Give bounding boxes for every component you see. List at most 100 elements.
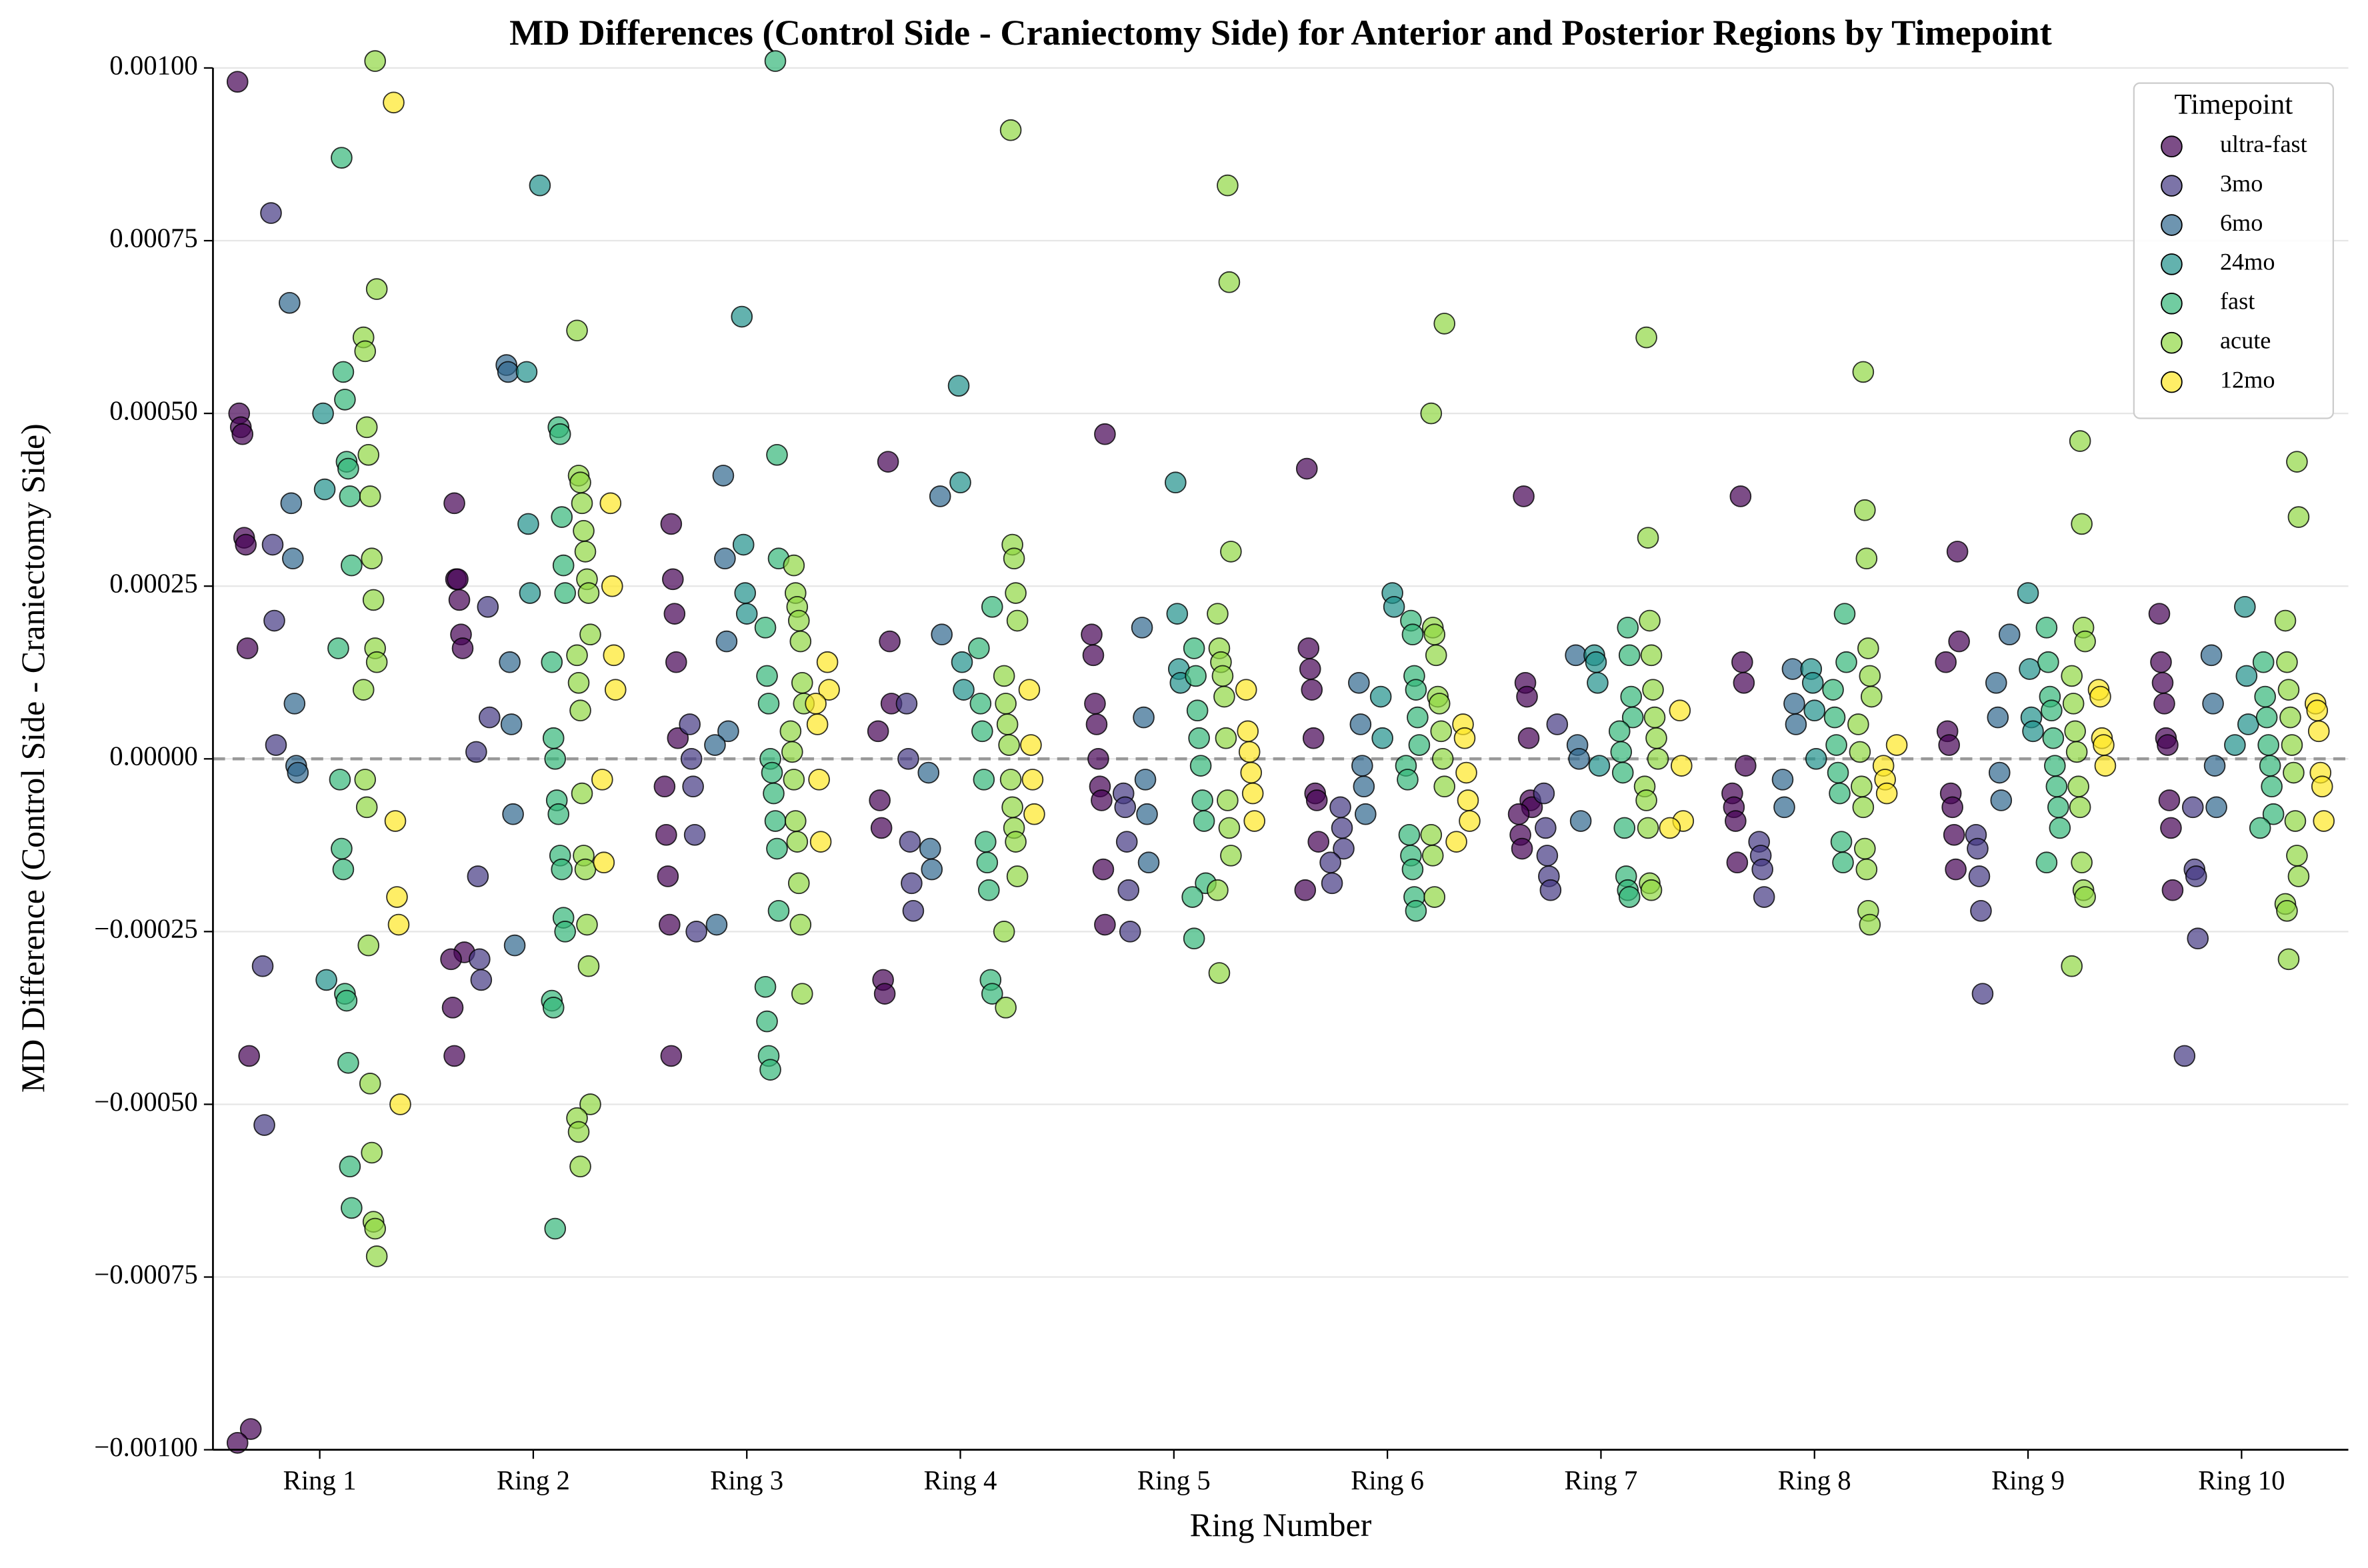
legend-title: Timepoint xyxy=(2174,89,2293,121)
point xyxy=(544,1217,567,1240)
point xyxy=(1087,747,1109,770)
point xyxy=(714,547,736,570)
point xyxy=(2249,817,2271,839)
point xyxy=(1423,886,1446,908)
point xyxy=(1117,879,1140,901)
point xyxy=(2259,755,2281,777)
point xyxy=(365,1245,388,1267)
point xyxy=(355,416,378,439)
point xyxy=(1985,671,2007,694)
point xyxy=(975,831,997,853)
point xyxy=(315,969,337,991)
point xyxy=(517,513,539,535)
x-tick-label: Ring 2 xyxy=(497,1465,570,1495)
y-tick-label: −0.00100 xyxy=(94,1432,197,1462)
y-tick-label: 0.00000 xyxy=(109,741,197,771)
point xyxy=(389,1093,411,1115)
point xyxy=(1305,789,1328,811)
point xyxy=(1637,817,1659,839)
point xyxy=(1183,927,1205,950)
point xyxy=(759,1059,781,1081)
point xyxy=(1536,845,1559,867)
grid xyxy=(213,67,2349,1451)
point xyxy=(976,851,999,874)
point xyxy=(867,720,889,743)
point xyxy=(335,989,358,1012)
point xyxy=(1642,679,1664,701)
y-tick-label: −0.00025 xyxy=(94,914,197,944)
point xyxy=(2150,651,2172,673)
point xyxy=(655,823,677,846)
point xyxy=(1207,879,1229,901)
point xyxy=(1018,679,1041,701)
point xyxy=(1299,658,1321,680)
point xyxy=(1987,706,2009,729)
point xyxy=(791,671,813,694)
point xyxy=(981,983,1003,1005)
legend-marker xyxy=(2161,331,2183,354)
point xyxy=(2234,595,2256,618)
point xyxy=(554,582,576,604)
point xyxy=(1023,803,1045,825)
point xyxy=(683,823,706,846)
point xyxy=(899,831,921,853)
point xyxy=(921,858,943,881)
point xyxy=(981,595,1003,618)
y-tick-label: −0.00050 xyxy=(94,1087,197,1117)
point xyxy=(1805,747,1827,770)
point xyxy=(1294,879,1317,901)
legend-marker xyxy=(2161,253,2183,275)
legend-label: acute xyxy=(2220,327,2271,354)
point xyxy=(1539,879,1562,901)
point xyxy=(766,837,788,860)
point xyxy=(947,375,970,397)
point xyxy=(477,595,499,618)
point xyxy=(332,858,355,881)
point xyxy=(2065,741,2088,763)
point xyxy=(1753,886,1775,908)
point xyxy=(680,747,703,770)
point xyxy=(2064,720,2086,743)
point xyxy=(1213,685,1235,708)
point xyxy=(2151,671,2174,694)
point xyxy=(253,1114,275,1136)
point xyxy=(2181,796,2204,819)
point xyxy=(1319,851,1341,874)
point xyxy=(731,305,753,328)
point xyxy=(591,769,613,791)
point xyxy=(339,485,361,507)
point xyxy=(1081,623,1103,646)
point xyxy=(352,679,375,701)
point xyxy=(1235,679,1257,701)
point xyxy=(715,630,738,653)
point xyxy=(2283,761,2305,784)
point xyxy=(1301,679,1323,701)
point xyxy=(1207,603,1229,625)
point xyxy=(579,623,601,646)
point xyxy=(1998,623,2021,646)
point xyxy=(679,713,701,735)
point xyxy=(470,969,493,991)
point xyxy=(902,899,925,922)
point xyxy=(2022,720,2044,743)
point xyxy=(929,485,951,507)
point xyxy=(808,769,830,791)
point xyxy=(1383,595,1405,618)
y-tick-label: 0.00075 xyxy=(109,223,197,253)
point xyxy=(1433,775,1455,798)
point xyxy=(1733,671,1755,694)
point xyxy=(1165,471,1187,494)
point xyxy=(1859,665,1881,687)
point xyxy=(1533,782,1555,805)
point xyxy=(806,713,829,735)
point xyxy=(443,492,465,515)
point xyxy=(362,589,385,611)
point xyxy=(1333,837,1355,860)
point xyxy=(384,810,407,832)
point xyxy=(529,174,551,197)
point xyxy=(2277,948,2300,971)
point xyxy=(329,769,351,791)
point xyxy=(1331,817,1353,839)
point xyxy=(789,630,812,653)
point xyxy=(1119,921,1141,943)
